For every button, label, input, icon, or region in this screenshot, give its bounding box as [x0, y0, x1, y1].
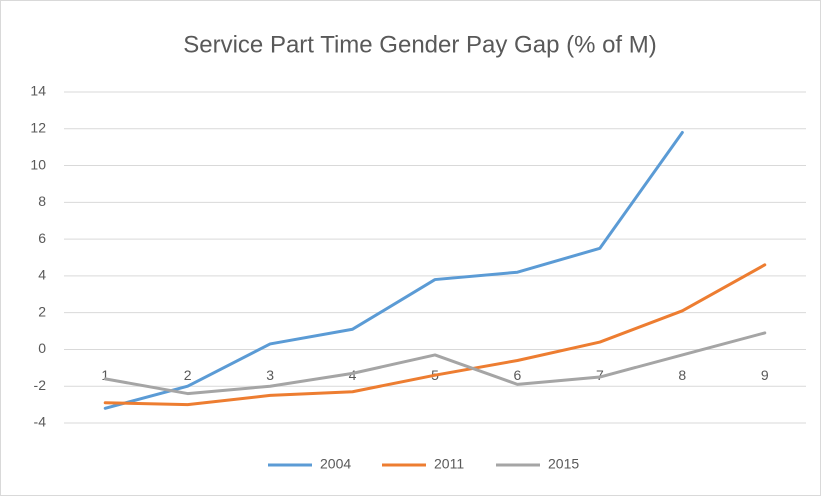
y-tick-label: 6 [38, 230, 46, 246]
legend-label: 2015 [548, 456, 579, 472]
chart-title: Service Part Time Gender Pay Gap (% of M… [183, 31, 657, 58]
series-line [103, 263, 767, 407]
legend-label: 2004 [320, 456, 351, 472]
x-tick-label: 8 [678, 367, 686, 383]
y-tick-label: 14 [30, 83, 46, 99]
y-tick-label: 0 [38, 340, 46, 356]
x-tick-label: 7 [596, 367, 604, 383]
legend-label: 2011 [434, 456, 464, 472]
y-tick-label: 10 [30, 156, 46, 172]
x-tick-label: 3 [266, 367, 274, 383]
x-tick-label: 6 [514, 367, 522, 383]
y-tick-label: 4 [38, 267, 46, 283]
y-tick-label: 12 [30, 119, 46, 135]
series-line [103, 331, 767, 396]
x-tick-label: 9 [761, 367, 769, 383]
y-tick-label: -2 [34, 377, 47, 393]
series-line [103, 130, 684, 410]
x-tick-label: 4 [349, 367, 357, 383]
y-tick-label: -4 [34, 414, 47, 430]
x-tick-label: 2 [184, 367, 192, 383]
y-tick-label: 8 [38, 193, 46, 209]
x-tick-label: 1 [101, 367, 109, 383]
y-tick-label: 2 [38, 303, 46, 319]
